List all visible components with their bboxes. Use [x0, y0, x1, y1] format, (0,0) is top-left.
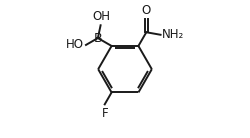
Text: B: B	[94, 32, 102, 45]
Text: NH₂: NH₂	[162, 28, 184, 41]
Text: OH: OH	[92, 10, 110, 23]
Text: O: O	[142, 4, 151, 17]
Text: HO: HO	[66, 38, 84, 51]
Text: F: F	[102, 107, 108, 120]
